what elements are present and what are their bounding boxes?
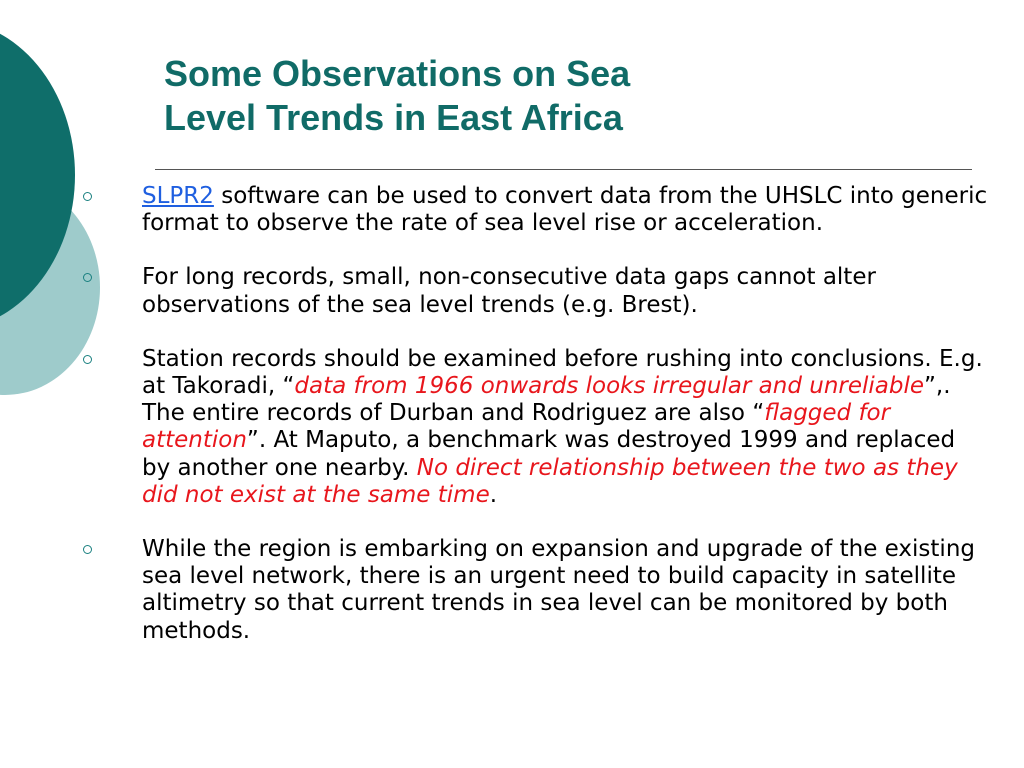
slide-title: Some Observations on Sea Level Trends in… [164,52,630,140]
hollow-circle-bullet-icon [83,273,92,283]
bullet-item-station-records: Station records should be examined befor… [80,346,990,509]
emphasis-text: data from 1966 onwards looks irregular a… [294,373,925,400]
bullet-text: ”. At Maputo, a benchmark was destroyed … [142,427,956,481]
slpr2-link[interactable]: SLPR2 [142,183,214,209]
bullet-text: Station records should be examined befor… [142,345,983,400]
emphasis-text: No direct relationship between the two a… [142,454,958,508]
bullet-text: For long records, small, non-consecutive… [142,264,876,318]
hollow-circle-bullet-icon [83,354,92,364]
title-divider [155,169,972,170]
bullet-text: . [489,481,498,508]
bullet-list: SLPR2 software can be used to convert da… [80,183,990,672]
emphasis-text: flagged for attention [142,400,891,454]
bullet-item-data-gaps: For long records, small, non-consecutive… [80,264,990,318]
bullet-text: ”,. The entire records of Durban and Rod… [142,373,951,427]
hollow-circle-bullet-icon [83,192,92,201]
bullet-text: software can be used to convert data fro… [142,183,988,237]
bullet-item-capacity: While the region is embarking on expansi… [80,536,990,645]
hollow-circle-bullet-icon [83,545,92,555]
bullet-text: While the region is embarking on expansi… [142,536,975,644]
title-line-2: Level Trends in East Africa [164,97,623,138]
bullet-item-slpr2: SLPR2 software can be used to convert da… [80,183,990,237]
title-line-1: Some Observations on Sea [164,53,631,94]
